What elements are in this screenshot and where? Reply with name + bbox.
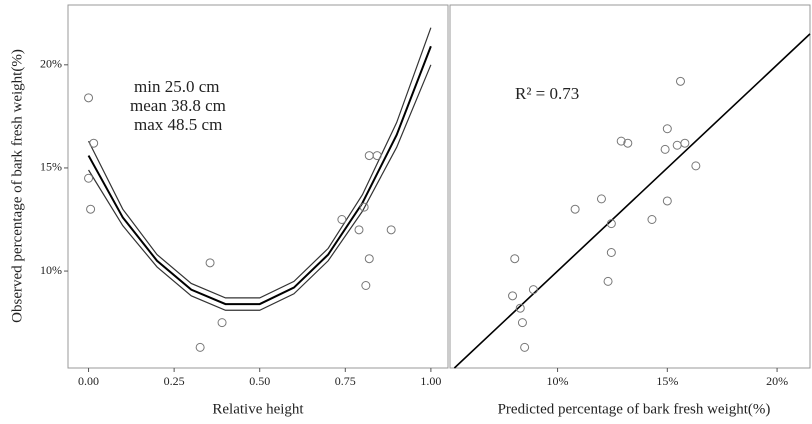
point bbox=[361, 281, 371, 290]
point bbox=[662, 196, 672, 206]
x-axis-label: Predicted percentage of bark fresh weigh… bbox=[498, 401, 771, 417]
point bbox=[364, 151, 374, 161]
point bbox=[386, 225, 396, 235]
point bbox=[616, 136, 626, 146]
x-tick-label: 0.75 bbox=[335, 374, 356, 388]
plot-frame bbox=[449, 4, 811, 369]
x-tick-label: 15% bbox=[656, 374, 678, 388]
point bbox=[364, 254, 374, 264]
point bbox=[205, 258, 215, 268]
point bbox=[217, 318, 227, 328]
point bbox=[515, 303, 525, 313]
point bbox=[84, 93, 94, 103]
point bbox=[528, 285, 538, 295]
annotation: R² = 0.73 bbox=[515, 84, 579, 103]
point bbox=[570, 204, 580, 214]
point bbox=[606, 219, 616, 229]
annotation: mean 38.8 cm bbox=[130, 96, 226, 115]
y-tick-label: 10% bbox=[40, 263, 62, 277]
point bbox=[675, 76, 685, 86]
annotation: min 25.0 cm bbox=[134, 77, 219, 96]
point bbox=[86, 204, 96, 214]
x-tick-label: 0.00 bbox=[78, 374, 99, 388]
y-axis-label: Observed percentage of bark fresh weight… bbox=[9, 49, 25, 323]
point bbox=[596, 194, 606, 204]
fit-line bbox=[88, 27, 432, 299]
point bbox=[84, 173, 94, 183]
point bbox=[660, 144, 670, 154]
point bbox=[354, 225, 364, 235]
point bbox=[691, 161, 701, 171]
point bbox=[606, 248, 616, 257]
fit-line bbox=[88, 64, 432, 311]
point bbox=[510, 254, 520, 264]
x-tick-label: 0.50 bbox=[249, 374, 270, 388]
point bbox=[337, 215, 347, 224]
point bbox=[603, 276, 613, 286]
point bbox=[520, 342, 530, 352]
point bbox=[647, 215, 657, 224]
plot-frame bbox=[67, 4, 449, 369]
x-tick-label: 20% bbox=[766, 374, 788, 388]
x-tick-label: 0.25 bbox=[164, 374, 185, 388]
x-tick-label: 1.00 bbox=[420, 374, 441, 388]
y-tick-label: 15% bbox=[40, 160, 62, 174]
point bbox=[89, 138, 99, 148]
point bbox=[517, 318, 527, 328]
x-axis-label: Relative height bbox=[212, 401, 304, 417]
point bbox=[359, 202, 369, 212]
point bbox=[672, 140, 682, 150]
point bbox=[508, 291, 518, 301]
y-tick-label: 20% bbox=[40, 57, 62, 71]
point bbox=[662, 124, 672, 134]
point bbox=[623, 138, 633, 148]
x-tick-label: 10% bbox=[547, 374, 569, 388]
point bbox=[195, 342, 205, 352]
point bbox=[372, 151, 382, 161]
reference-line bbox=[453, 33, 811, 369]
fit-line bbox=[87, 45, 432, 306]
point bbox=[680, 138, 690, 148]
annotation: max 48.5 cm bbox=[134, 115, 222, 134]
